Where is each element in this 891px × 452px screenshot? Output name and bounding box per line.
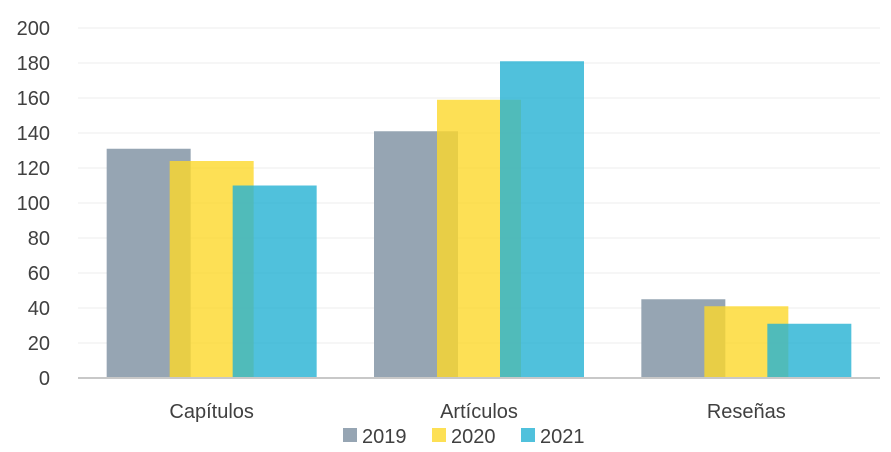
x-axis-category-labels: Capítulos Artículos Reseñas	[169, 401, 785, 423]
bar-2021-capítulos	[232, 185, 317, 378]
legend-label-2021: 2021	[540, 426, 585, 448]
legend-label-2019: 2019	[362, 426, 407, 448]
legend-swatch-2019	[343, 428, 357, 442]
y-tick-label: 80	[28, 228, 50, 250]
y-tick-label: 160	[17, 88, 50, 110]
legend-label-2020: 2020	[451, 426, 496, 448]
y-axis-tick-labels: 0 20 40 60 80 100 120 140 160 180 200	[17, 18, 50, 390]
x-category-label: Artículos	[440, 401, 518, 423]
bar-2021-reseñas	[767, 323, 852, 378]
y-tick-label: 140	[17, 123, 50, 145]
bars	[106, 61, 852, 378]
legend-swatch-2020	[432, 428, 446, 442]
legend-swatch-2021	[521, 428, 535, 442]
bar-2021-artículos	[500, 61, 584, 378]
x-category-label: Capítulos	[169, 401, 254, 423]
y-tick-label: 180	[17, 53, 50, 75]
y-tick-label: 120	[17, 158, 50, 180]
y-tick-label: 200	[17, 18, 50, 40]
x-category-label: Reseñas	[707, 401, 786, 423]
y-tick-label: 0	[39, 368, 50, 390]
y-tick-label: 40	[28, 298, 50, 320]
y-tick-label: 20	[28, 333, 50, 355]
y-tick-label: 60	[28, 263, 50, 285]
y-tick-label: 100	[17, 193, 50, 215]
legend: 2019 2020 2021	[343, 426, 585, 448]
